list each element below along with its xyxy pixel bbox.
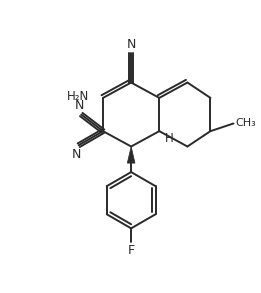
Polygon shape	[127, 146, 135, 163]
Text: H: H	[164, 132, 173, 145]
Text: F: F	[128, 244, 135, 258]
Text: N: N	[72, 148, 81, 161]
Text: N: N	[127, 38, 136, 51]
Text: H₂N: H₂N	[67, 90, 89, 103]
Text: CH₃: CH₃	[235, 118, 256, 128]
Text: N: N	[75, 100, 84, 113]
